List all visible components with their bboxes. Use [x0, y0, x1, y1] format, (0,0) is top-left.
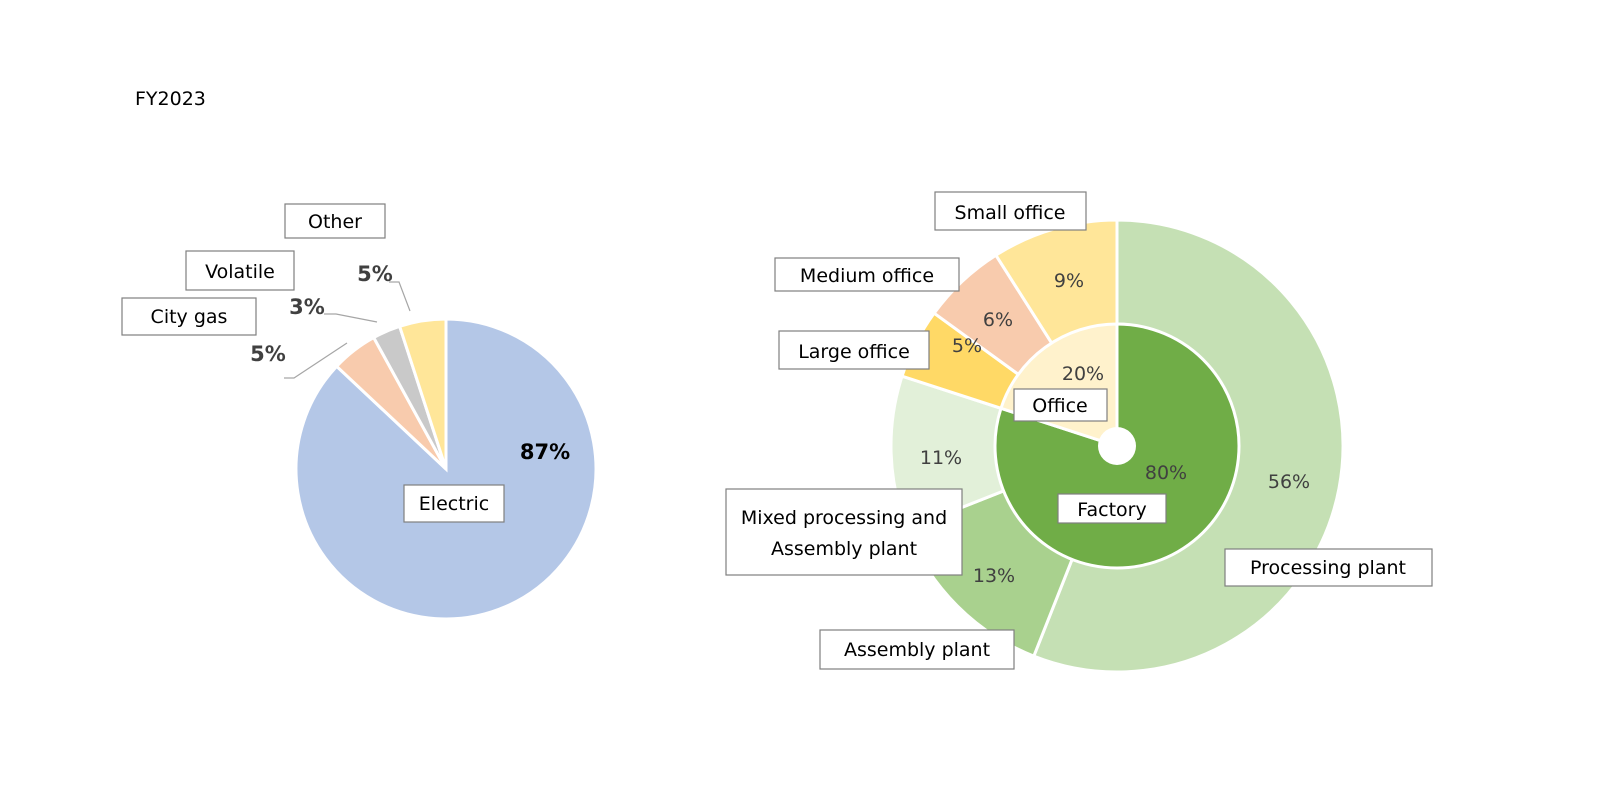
leader-line-city-gas [284, 342, 348, 379]
category-label-medium-office: Medium office [774, 257, 960, 292]
category-label-factory: Factory [1057, 493, 1167, 524]
category-text-volatile: Volatile [205, 261, 275, 283]
category-text-office: Office [1032, 395, 1087, 417]
category-text-electric: Electric [419, 493, 489, 515]
category-text-other: Other [308, 211, 362, 233]
value-label-processing-plant: 56% [1268, 471, 1310, 493]
value-label-small-office: 9% [1054, 270, 1084, 292]
value-label-factory: 80% [1145, 462, 1187, 484]
value-label-office: 20% [1062, 363, 1104, 385]
category-text-processing-plant: Processing plant [1250, 557, 1406, 579]
category-label-small-office: Small office [934, 191, 1087, 231]
category-text-small-office: Small office [955, 202, 1066, 224]
category-label-volatile: Volatile [185, 250, 295, 291]
category-text-large-office: Large office [798, 341, 910, 363]
category-text-assembly-plant: Assembly plant [844, 639, 990, 661]
category-label-other: Other [284, 203, 386, 239]
category-label-large-office: Large office [778, 330, 930, 370]
value-label-medium-office: 6% [983, 309, 1013, 331]
value-label-volatile: 3% [289, 295, 325, 319]
center-hole [1098, 427, 1136, 465]
category-text-city-gas: City gas [151, 306, 228, 328]
pie-slice-electric [294, 317, 598, 621]
value-label-electric: 87% [520, 440, 570, 464]
page-title: FY2023 [135, 88, 206, 110]
category-label-assembly-plant: Assembly plant [819, 629, 1015, 670]
energy-source-pie [294, 317, 598, 621]
category-label-mixed-plant: Mixed processing and Assembly plant [725, 488, 963, 576]
leader-line-volatile [324, 313, 378, 323]
category-label-office: Office [1013, 388, 1108, 422]
value-label-other: 5% [357, 262, 393, 286]
category-text-factory: Factory [1077, 499, 1146, 521]
value-label-large-office: 5% [952, 335, 982, 357]
category-label-electric: Electric [403, 484, 505, 523]
value-label-mixed-plant: 11% [920, 447, 962, 469]
category-label-city-gas: City gas [121, 297, 257, 336]
category-label-processing-plant: Processing plant [1224, 548, 1433, 587]
category-text-mixed-line-1: Mixed processing and [741, 507, 947, 529]
value-label-assembly-plant: 13% [973, 565, 1015, 587]
pie-slice-other [397, 317, 448, 470]
leader-line-other [389, 281, 411, 312]
category-text-medium-office: Medium office [800, 265, 934, 287]
value-label-city-gas: 5% [250, 342, 286, 366]
category-text-mixed-line-2: Assembly plant [771, 538, 917, 560]
